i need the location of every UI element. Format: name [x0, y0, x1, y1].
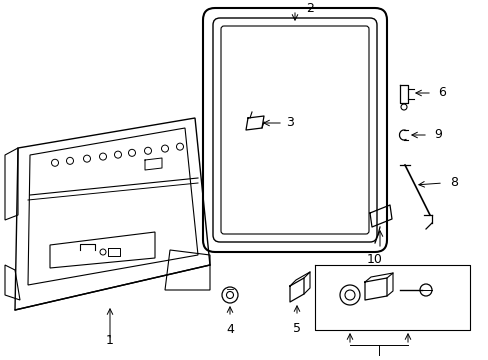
Text: 1: 1: [106, 333, 114, 346]
Text: 9: 9: [433, 129, 441, 141]
Text: 4: 4: [225, 323, 233, 336]
Text: 3: 3: [285, 117, 293, 130]
Text: 2: 2: [305, 1, 313, 14]
Text: 8: 8: [449, 176, 457, 189]
Text: 10: 10: [366, 253, 382, 266]
Text: 6: 6: [437, 86, 445, 99]
Text: 5: 5: [292, 322, 301, 335]
